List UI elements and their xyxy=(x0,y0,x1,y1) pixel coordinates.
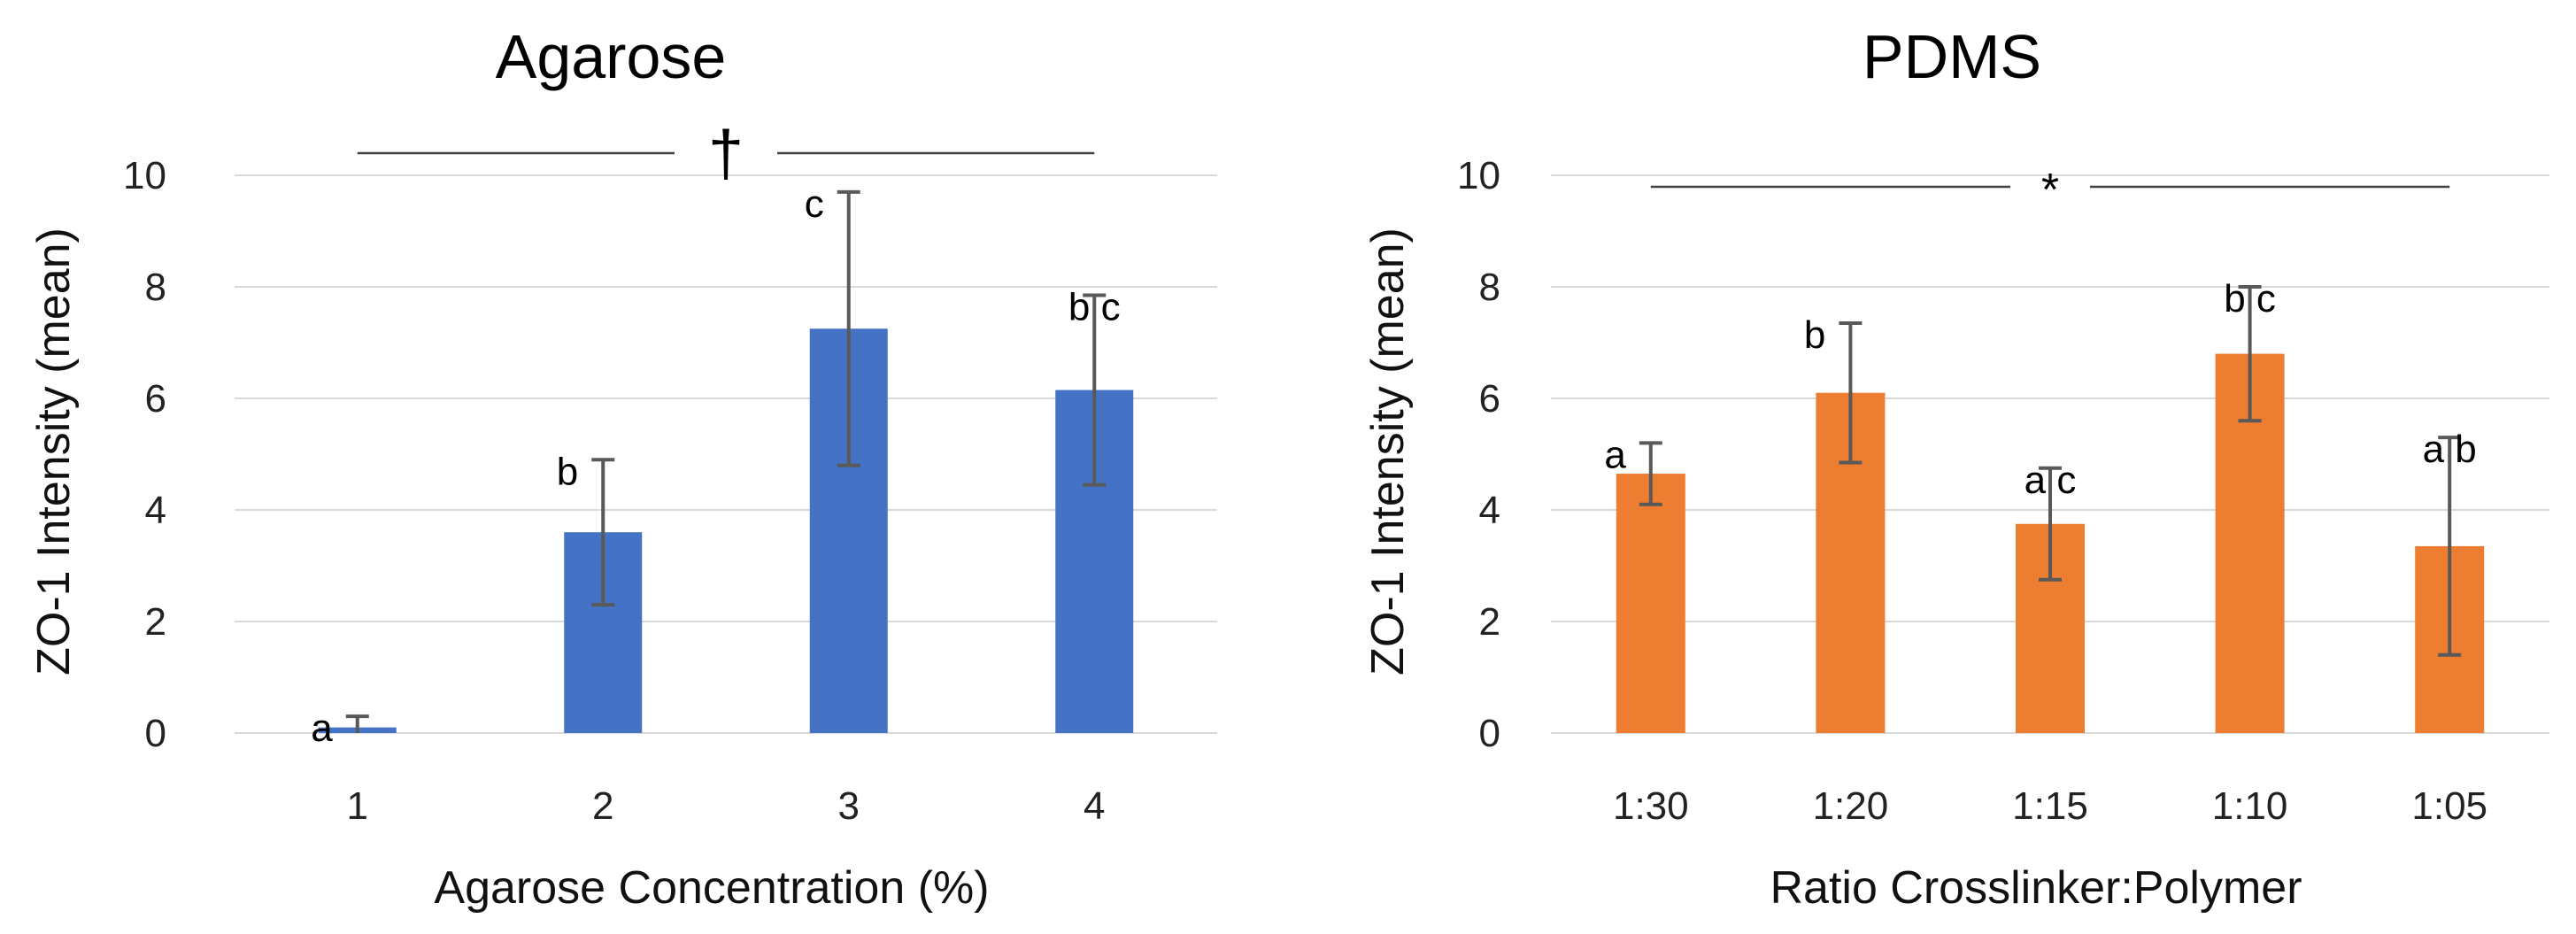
group-letter: a xyxy=(1604,433,1626,476)
bar xyxy=(1616,474,1685,733)
x-tick-label: 1:05 xyxy=(2411,784,2487,828)
group-letter: a c xyxy=(2025,459,2077,502)
y-axis-label: ZO-1 Intensity (mean) xyxy=(28,228,80,675)
x-tick-label: 1:30 xyxy=(1613,784,1689,828)
y-tick-label: 10 xyxy=(123,154,166,197)
group-letter: b c xyxy=(2224,277,2276,320)
significance-marker: † xyxy=(708,119,744,189)
y-axis-label: ZO-1 Intensity (mean) xyxy=(1362,228,1414,675)
x-tick-label: 1 xyxy=(347,784,368,828)
y-tick-label: 8 xyxy=(1479,266,1500,309)
pdms-chart: PDMS ZO-1 Intensity (mean) Ratio Crossli… xyxy=(1362,22,2549,914)
x-tick-label: 2 xyxy=(592,784,613,828)
group-letter: a xyxy=(311,706,333,750)
group-letter: b xyxy=(1804,313,1825,357)
y-tick-label: 10 xyxy=(1457,154,1500,197)
y-tick-label: 0 xyxy=(1479,712,1500,755)
group-letter: b xyxy=(557,450,578,493)
agarose-chart: Agarose ZO-1 Intensity (mean) Agarose Co… xyxy=(28,22,1217,914)
group-letter: b c xyxy=(1068,285,1121,328)
x-axis-label: Ratio Crosslinker:Polymer xyxy=(1770,862,2302,914)
y-tick-label: 2 xyxy=(1479,600,1500,644)
chart-title: PDMS xyxy=(1863,22,2041,91)
x-tick-label: 4 xyxy=(1084,784,1105,828)
y-tick-label: 6 xyxy=(145,377,166,421)
y-tick-label: 4 xyxy=(1479,489,1500,532)
significance-marker: * xyxy=(2041,165,2059,216)
y-tick-label: 6 xyxy=(1479,377,1500,421)
x-tick-label: 1:15 xyxy=(2012,784,2088,828)
x-tick-label: 3 xyxy=(838,784,860,828)
x-tick-label: 1:20 xyxy=(1813,784,1889,828)
chart-title: Agarose xyxy=(496,22,727,91)
y-tick-label: 2 xyxy=(145,600,166,644)
group-letter: c xyxy=(805,182,824,226)
group-letter: a b xyxy=(2423,428,2477,471)
x-tick-label: 1:10 xyxy=(2212,784,2288,828)
x-axis-label: Agarose Concentration (%) xyxy=(434,862,989,914)
y-tick-label: 0 xyxy=(145,712,166,755)
y-tick-label: 4 xyxy=(145,489,166,532)
y-tick-label: 8 xyxy=(145,266,166,309)
